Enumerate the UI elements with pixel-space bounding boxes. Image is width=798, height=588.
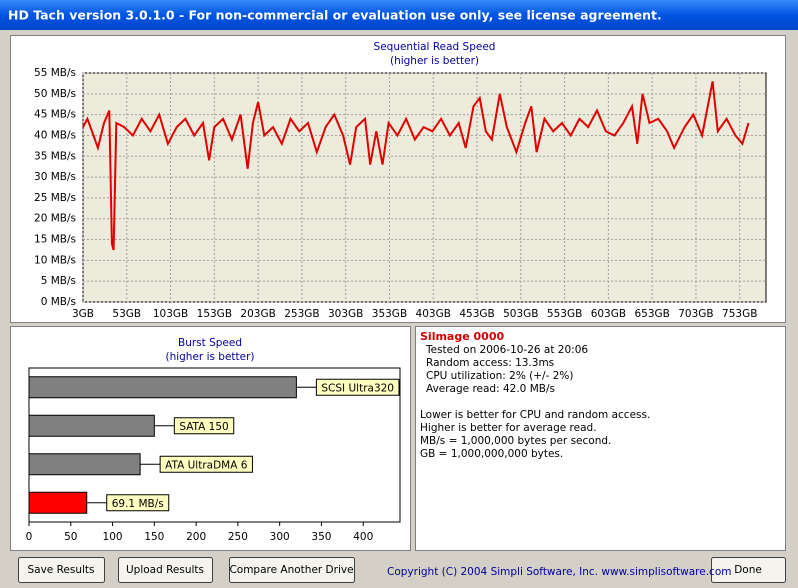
y-tick-label: 55 MB/s — [34, 67, 76, 79]
bar-label: ATA UltraDMA 6 — [165, 459, 248, 471]
copyright: Copyright (C) 2004 Simpli Software, Inc.… — [387, 566, 731, 578]
x-tick-label: 300 — [270, 531, 290, 543]
x-tick-label: 50 — [64, 531, 77, 543]
y-tick-label: 35 MB/s — [34, 150, 76, 162]
button[interactable] — [229, 557, 355, 583]
x-tick-label: 253GB — [284, 308, 319, 320]
y-tick-label: 30 MB/s — [34, 171, 76, 183]
x-tick-label: 503GB — [503, 308, 538, 320]
y-tick-label: 50 MB/s — [34, 88, 76, 100]
y-tick-label: 25 MB/s — [34, 192, 76, 204]
y-tick-label: 15 MB/s — [34, 234, 76, 246]
button[interactable] — [18, 557, 105, 583]
x-tick-label: 100 — [103, 531, 123, 543]
x-tick-label: 3GB — [72, 308, 94, 320]
x-tick-label: 703GB — [678, 308, 713, 320]
x-tick-label: 203GB — [240, 308, 275, 320]
x-tick-label: 653GB — [634, 308, 669, 320]
info-line: Random access: 13.3ms — [426, 357, 554, 369]
y-tick-label: 10 MB/s — [34, 254, 76, 266]
x-tick-label: 150 — [144, 531, 164, 543]
bar-label: SCSI Ultra320 — [321, 382, 394, 394]
x-tick-label: 453GB — [459, 308, 494, 320]
drive-name: Silmage 0000 — [420, 330, 504, 343]
x-tick-label: 603GB — [591, 308, 626, 320]
chart-title: Burst Speed — [178, 337, 242, 349]
button[interactable] — [118, 557, 213, 583]
y-tick-label: 0 MB/s — [41, 296, 76, 308]
chart-subtitle: (higher is better) — [390, 55, 479, 67]
x-tick-label: 103GB — [153, 308, 188, 320]
info-note: GB = 1,000,000,000 bytes. — [420, 448, 563, 460]
x-tick-label: 353GB — [372, 308, 407, 320]
info-panel — [415, 326, 786, 551]
x-tick-label: 0 — [26, 531, 33, 543]
x-tick-label: 350 — [311, 531, 331, 543]
info-line: CPU utilization: 2% (+/- 2%) — [426, 370, 573, 382]
x-tick-label: 153GB — [197, 308, 232, 320]
button-label[interactable]: Done — [734, 564, 762, 576]
chart-subtitle: (higher is better) — [165, 351, 254, 363]
x-tick-label: 200 — [186, 531, 206, 543]
x-tick-label: 403GB — [416, 308, 451, 320]
button-label[interactable]: Compare Another Drive — [229, 564, 353, 576]
x-tick-label: 53GB — [112, 308, 141, 320]
x-tick-label: 753GB — [722, 308, 757, 320]
x-tick-label: 250 — [228, 531, 248, 543]
window-title: HD Tach version 3.0.1.0 - For non-commer… — [8, 8, 662, 23]
bar — [28, 453, 141, 476]
plot-area — [82, 72, 767, 303]
read-speed-line — [82, 81, 750, 251]
bar-label: 69.1 MB/s — [112, 498, 164, 510]
button-label[interactable]: Save Results — [27, 564, 94, 576]
x-tick-label: 303GB — [328, 308, 363, 320]
title-bar — [0, 0, 798, 30]
x-tick-label: 553GB — [547, 308, 582, 320]
bar — [28, 491, 88, 514]
bar — [28, 376, 297, 399]
info-line: Tested on 2006-10-26 at 20:06 — [425, 344, 588, 356]
y-tick-label: 45 MB/s — [34, 109, 76, 121]
y-tick-label: 5 MB/s — [41, 275, 76, 287]
y-tick-label: 20 MB/s — [34, 213, 76, 225]
bar-label: SATA 150 — [179, 421, 228, 433]
info-line: Average read: 42.0 MB/s — [426, 383, 555, 395]
y-tick-label: 40 MB/s — [34, 129, 76, 141]
x-tick-label: 400 — [353, 531, 373, 543]
info-note: Lower is better for CPU and random acces… — [420, 409, 650, 421]
button-label[interactable]: Upload Results — [126, 564, 204, 576]
info-note: MB/s = 1,000,000 bytes per second. — [420, 435, 611, 447]
button[interactable] — [711, 557, 786, 583]
bar — [28, 414, 155, 437]
chart-title: Sequential Read Speed — [374, 41, 496, 53]
info-note: Higher is better for average read. — [420, 422, 597, 434]
